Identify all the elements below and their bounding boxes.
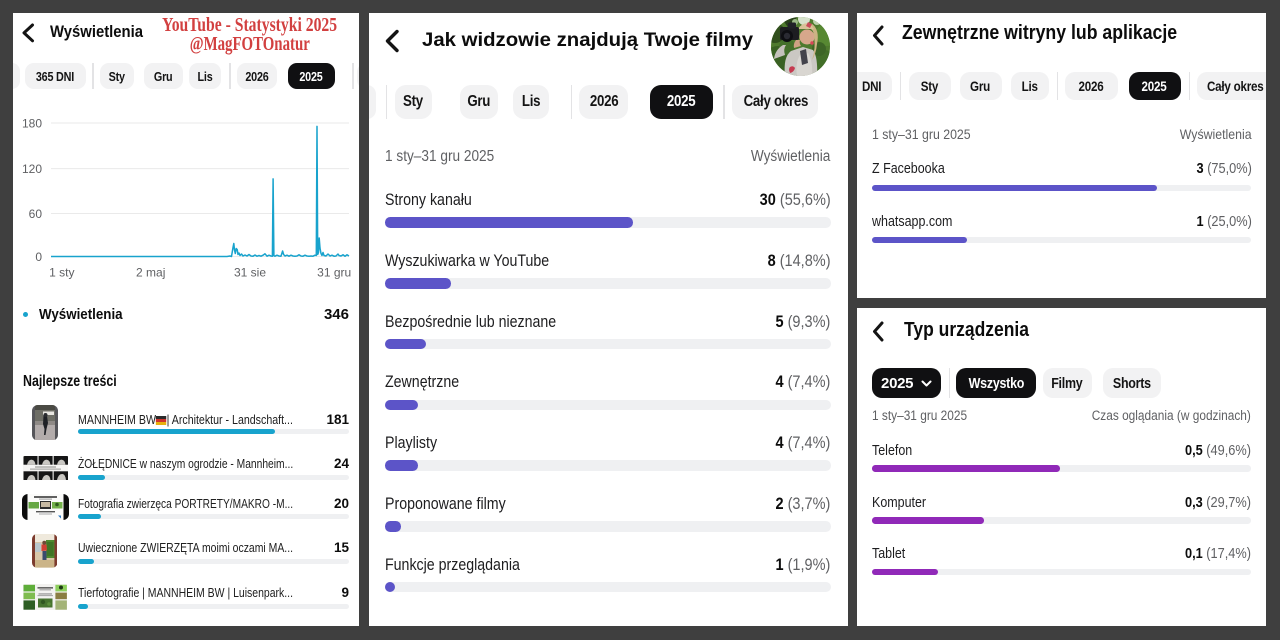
svg-text:180: 180 — [22, 117, 42, 131]
svg-text:0: 0 — [35, 250, 42, 264]
svg-text:1 sty: 1 sty — [49, 266, 74, 280]
svg-text:31 gru: 31 gru — [317, 266, 351, 280]
svg-text:31 sie: 31 sie — [234, 266, 266, 280]
svg-text:2 maj: 2 maj — [136, 266, 165, 280]
svg-text:60: 60 — [29, 207, 43, 221]
svg-text:120: 120 — [22, 162, 42, 176]
